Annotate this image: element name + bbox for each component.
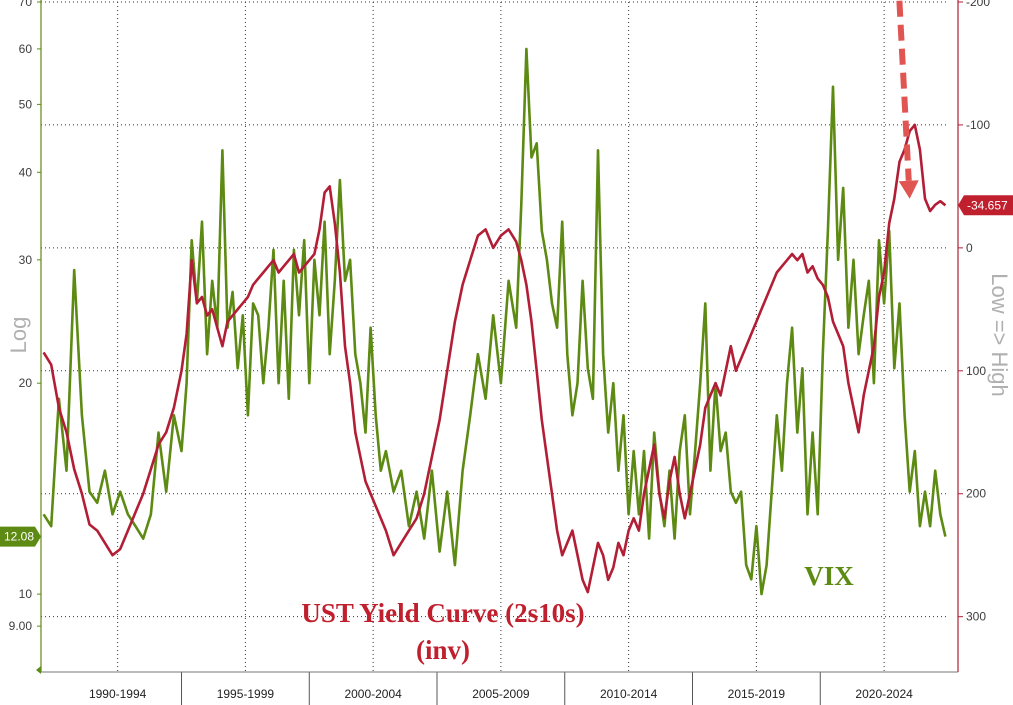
yield-curve-label-inv: (inv): [416, 635, 470, 665]
right-tick-label: 300: [966, 610, 986, 624]
right-tick-label: 200: [966, 487, 986, 501]
left-tick-label: 20: [19, 376, 33, 390]
x-tick-label: 1990-1994: [89, 687, 147, 701]
x-tick-label: 2005-2009: [472, 687, 530, 701]
x-axis: 1990-1994 1995-1999 2000-2004 2005-2009 2010…: [41, 671, 958, 705]
left-axis-title: Log: [6, 317, 31, 354]
vix-last-value-badge: [0, 526, 41, 547]
left-tick-label: 10: [19, 587, 33, 601]
x-tick-label: 1995-1999: [217, 687, 275, 701]
x-tick-label: 2020-2024: [855, 687, 913, 701]
right-tick-label: 0: [966, 241, 973, 255]
annotation-layer: UST Yield Curve (2s10s) (inv) VIX: [301, 0, 919, 665]
yield-curve-last-value-badge: [958, 195, 1013, 216]
x-tick-label: 2000-2004: [344, 687, 402, 701]
x-tick-label: 2010-2014: [600, 687, 658, 701]
series-line-vix: [42, 47, 947, 596]
vix-last-value: 12.08: [4, 530, 34, 544]
left-axis: 70 60 50 40 30 20 10 9.00 Log: [6, 0, 42, 674]
badge-layer: 12.08 -34.657: [0, 195, 1013, 547]
left-tick-label: 60: [19, 42, 33, 56]
left-tick-label: 40: [19, 165, 33, 179]
left-tick-label: 9.00: [9, 619, 33, 633]
yield-curve-last-value: -34.657: [967, 198, 1008, 212]
left-tick-label: 30: [19, 253, 33, 267]
right-axis: -200 -100 0 100 200 300 Low => High: [957, 0, 1012, 672]
right-axis-title: Low => High: [987, 273, 1012, 397]
trend-arrow-head: [898, 180, 919, 199]
series-line-yield-curve: [42, 123, 947, 594]
yield-curve-label: UST Yield Curve (2s10s): [301, 598, 584, 628]
right-tick-label: -200: [966, 0, 990, 9]
left-tick-label: 70: [19, 0, 33, 9]
right-tick-label: -100: [966, 118, 990, 132]
x-tick-label: 2015-2019: [728, 687, 786, 701]
left-axis-marker: [36, 666, 41, 674]
left-tick-label: 50: [19, 97, 33, 111]
vix-label: VIX: [804, 561, 854, 591]
series-layer: [42, 47, 947, 596]
right-tick-label: 100: [966, 364, 986, 378]
